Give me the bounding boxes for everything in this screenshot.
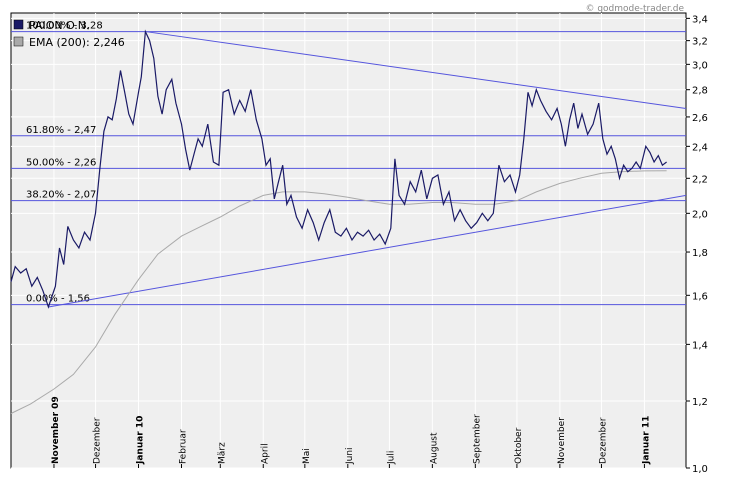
fib-level-label: 0.00% - 1,56 <box>26 294 90 305</box>
legend-label-price: PAION O.N. <box>29 19 90 32</box>
legend-swatch-ema <box>13 36 24 47</box>
fib-level-label: 61.80% - 2,47 <box>26 125 96 136</box>
gridlines <box>11 13 686 469</box>
x-tick-label: November 09 <box>51 396 61 464</box>
y-tick-label: 1,0 <box>692 464 708 475</box>
series-layer <box>10 29 667 414</box>
y-tick-label: 2,8 <box>692 86 708 97</box>
x-tick-label: Februar <box>178 429 188 464</box>
x-tick-label: Mai <box>302 448 312 464</box>
trendline-lower <box>48 194 687 308</box>
trendlines <box>48 31 687 308</box>
legend-label-ema: EMA (200): 2,246 <box>29 36 125 49</box>
legend: PAION O.N. EMA (200): 2,246 <box>13 19 125 49</box>
y-tick-label: 1,8 <box>692 248 708 259</box>
x-tick-label: Dezember <box>598 417 608 464</box>
fib-level-label: 50.00% - 2,26 <box>26 157 96 168</box>
x-tick-label: Oktober <box>514 427 524 464</box>
x-tick-label: Januar 10 <box>136 416 146 465</box>
x-tick-label: August <box>429 432 439 464</box>
y-tick-label: 3,2 <box>692 37 708 48</box>
y-tick-label: 2,0 <box>692 209 708 220</box>
x-tick-label: Juli <box>386 451 396 465</box>
fib-level-label: 38.20% - 2,07 <box>26 190 96 201</box>
y-tick-label: 3,4 <box>692 14 708 25</box>
y-tick-label: 2,2 <box>692 174 708 185</box>
source-credit: © godmode-trader.de <box>585 4 684 14</box>
x-tick-label: November <box>557 417 567 464</box>
y-tick-label: 3,0 <box>692 60 708 71</box>
fibonacci-levels: 100.00% - 3,28 61.80% - 2,47 50.00% - 2,26… <box>11 21 686 306</box>
legend-swatch-price <box>13 19 24 30</box>
x-tick-label: Juni <box>345 447 355 465</box>
ema-series-line <box>10 170 667 414</box>
y-tick-label: 1,6 <box>692 291 708 302</box>
plot-area <box>10 12 687 469</box>
x-tick-label: April <box>260 443 270 464</box>
y-tick-label: 1,4 <box>692 340 708 351</box>
trendline-upper <box>145 31 687 110</box>
y-tick-label: 2,6 <box>692 113 708 124</box>
y-tick-label: 1,2 <box>692 397 708 408</box>
x-axis: November 09 Dezember Januar 10 Februar März A… <box>51 396 651 468</box>
fib-level-label: 100.00% - 3,28 <box>26 21 103 32</box>
x-tick-label: Januar 11 <box>641 416 651 465</box>
y-tick-label: 2,4 <box>692 142 708 153</box>
x-tick-label: September <box>472 414 482 464</box>
price-series-line <box>10 29 667 309</box>
x-tick-label: März <box>217 442 227 464</box>
y-axis: 1,0 1,2 1,4 1,6 1,8 2,0 2,2 2,4 2,6 2,8 3,0 3,2 3,4 <box>686 14 708 475</box>
x-tick-label: Dezember <box>93 417 103 464</box>
